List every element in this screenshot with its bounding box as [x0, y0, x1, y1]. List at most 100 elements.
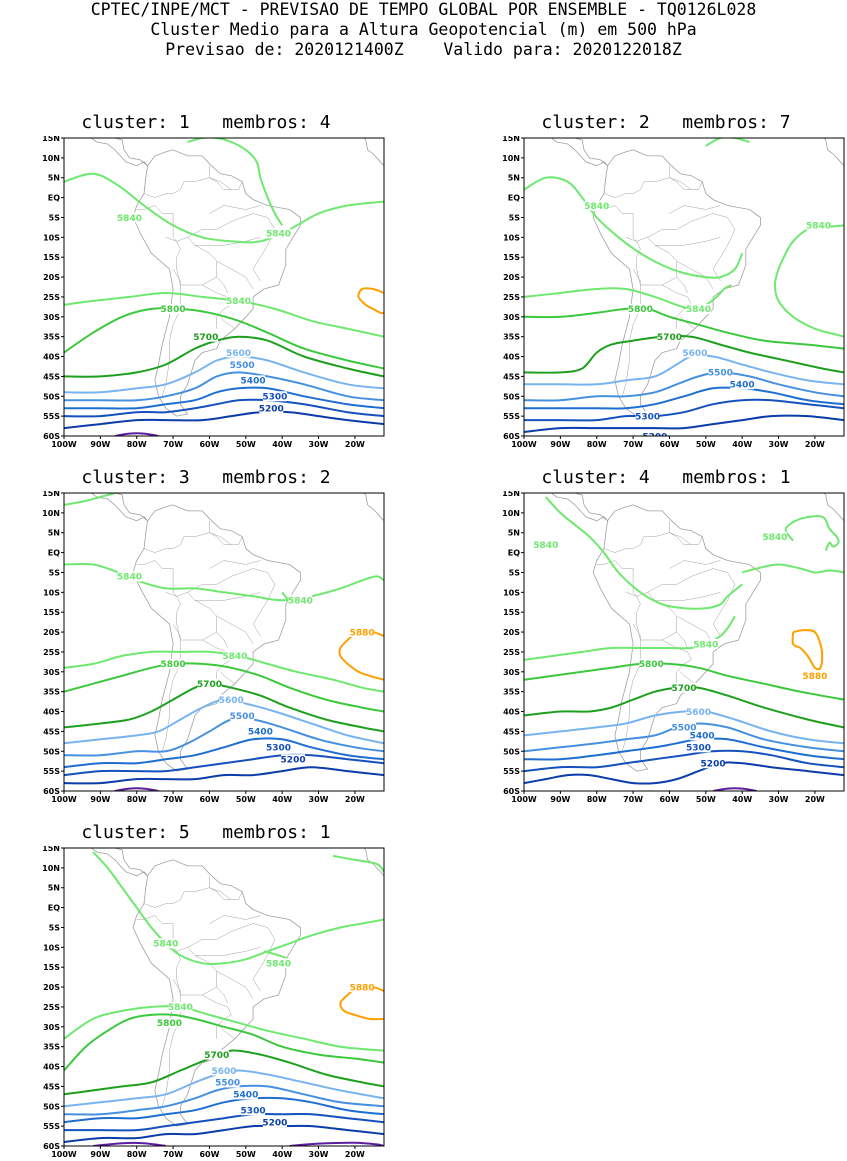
- lat-tick-label: 60S: [503, 787, 520, 796]
- lat-tick-label: 45S: [43, 1082, 60, 1091]
- contour-label-5400: 5400: [730, 381, 755, 391]
- lat-tick-label: 30S: [43, 1023, 60, 1032]
- contour-label-5300: 5300: [266, 744, 291, 754]
- country-border: [194, 237, 261, 246]
- lon-tick-label: 80W: [127, 1150, 147, 1159]
- contour-label-5500: 5500: [230, 712, 255, 722]
- contour-label-bg: [117, 212, 142, 223]
- lon-tick-label: 80W: [127, 440, 147, 449]
- lat-tick-label: 50S: [43, 392, 60, 401]
- contour-5840: [705, 138, 750, 147]
- lon-tick-label: 80W: [127, 795, 147, 804]
- contour-5840: [524, 176, 744, 279]
- contour-label-5400: 5400: [233, 1091, 258, 1101]
- lon-tick-label: 80W: [587, 795, 607, 804]
- lon-tick-label: 20W: [345, 795, 365, 804]
- panel-title: cluster: 2 membros: 7: [541, 112, 791, 133]
- lon-tick-label: 30W: [769, 795, 789, 804]
- map-frame: [523, 137, 845, 437]
- lat-tick-label: EQ: [48, 904, 60, 913]
- map-cluster-5: 5840 5840 5840 5800 5700 5600 5500 5400 53005200…: [42, 846, 385, 1159]
- lon-tick-label: 80W: [587, 440, 607, 449]
- lon-tick-label: 30W: [309, 1150, 329, 1159]
- contour-label-5600: 5600: [219, 696, 244, 706]
- lat-tick-label: 35S: [43, 688, 60, 697]
- country-border: [669, 560, 721, 569]
- lat-tick-label: 5N: [508, 174, 520, 183]
- lat-tick-label: 25S: [43, 293, 60, 302]
- contour-5840: [64, 291, 384, 338]
- map-frame: [63, 847, 385, 1147]
- lat-tick-label: 15S: [43, 253, 60, 262]
- contour-5800: [64, 662, 384, 713]
- lat-tick-label: 30S: [503, 313, 520, 322]
- contour-label-bg: [157, 1017, 182, 1028]
- contour-5840: [64, 1005, 384, 1052]
- lon-tick-label: 60W: [659, 795, 679, 804]
- country-border: [669, 520, 703, 545]
- country-border: [165, 592, 217, 641]
- contour-5400: [64, 737, 384, 769]
- contour-label-bg: [762, 531, 787, 542]
- lon-tick-label: 90W: [550, 440, 570, 449]
- contour-5600: [64, 698, 384, 745]
- contour-label-bg: [639, 658, 664, 669]
- lat-tick-label: 50S: [43, 747, 60, 756]
- lon-tick-label: 50W: [696, 440, 716, 449]
- contour-label-5840: 5840: [266, 960, 291, 970]
- contour-label-5600: 5600: [211, 1067, 236, 1077]
- contour-5300: [524, 749, 844, 773]
- contour-label-bg: [672, 722, 696, 733]
- contour-label-5400: 5400: [690, 732, 715, 742]
- contour-label-bg: [230, 359, 255, 370]
- lat-tick-label: 15N: [42, 846, 60, 853]
- country-border: [603, 532, 692, 553]
- contour-label-5200: 5200: [642, 432, 667, 442]
- contour-label-5840: 5840: [168, 1003, 193, 1013]
- lat-tick-label: 60S: [43, 1142, 60, 1151]
- country-border: [143, 532, 232, 553]
- country-border: [676, 276, 688, 294]
- country-border: [216, 986, 228, 1004]
- contour-5600: [524, 709, 844, 745]
- coastline-central-america: [524, 138, 608, 167]
- contour-5840: [545, 496, 743, 610]
- lat-tick-label: 20S: [43, 628, 60, 637]
- contour-label-bg: [168, 1001, 193, 1012]
- contour-5300: [64, 1112, 384, 1132]
- lon-tick-label: 100W: [511, 440, 537, 449]
- lat-tick-label: 35S: [503, 333, 520, 342]
- contour-5840: [187, 138, 284, 226]
- contour-5500: [524, 371, 844, 402]
- lat-tick-label: 10S: [43, 588, 60, 597]
- contour-5400: [64, 1096, 384, 1124]
- contour-label-bg: [259, 403, 284, 414]
- contour-5840: [524, 615, 736, 661]
- header-title: CPTEC/INPE/MCT - PREVISAO DE TEMPO GLOBA…: [90, 0, 757, 19]
- contour-label-bg: [281, 754, 306, 765]
- contour-5840: [64, 172, 384, 244]
- lon-tick-label: 100W: [511, 795, 537, 804]
- contour-label-5840: 5840: [117, 214, 142, 224]
- lat-tick-label: EQ: [508, 549, 520, 558]
- contour-5840: [92, 851, 384, 965]
- contour-5500: [64, 717, 384, 757]
- contour-5800: [524, 662, 844, 701]
- lat-tick-label: 55S: [43, 412, 60, 421]
- lat-tick-label: 15N: [502, 491, 520, 498]
- country-border: [216, 260, 254, 290]
- country-border: [194, 592, 261, 601]
- country-border: [216, 970, 254, 1000]
- contour-5840: [784, 515, 840, 552]
- map-plot-area: 5840 5840 5840 5800 5700 5600 5500 5400 53005200…: [64, 848, 384, 1146]
- contour-5840: [332, 854, 384, 873]
- lon-tick-label: 30W: [309, 440, 329, 449]
- lon-tick-label: 30W: [309, 795, 329, 804]
- lon-tick-label: 100W: [51, 795, 77, 804]
- country-border: [680, 671, 696, 684]
- lat-tick-label: 35S: [43, 333, 60, 342]
- contour-label-5200: 5200: [262, 1118, 287, 1128]
- contour-label-bg: [584, 200, 609, 211]
- contour-label-bg: [248, 726, 273, 737]
